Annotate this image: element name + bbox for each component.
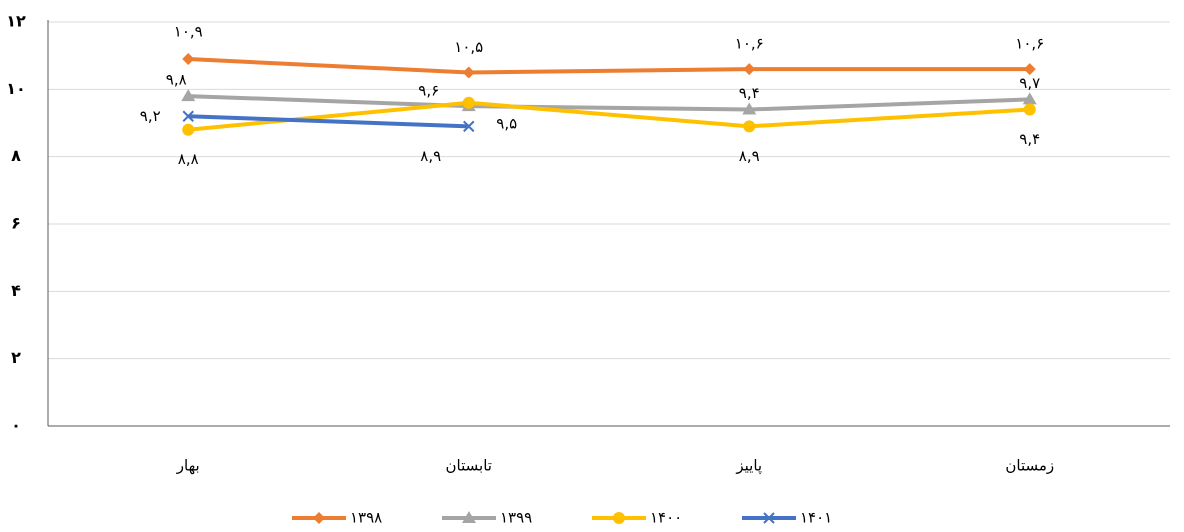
data-label: ۹,۷ (1019, 74, 1040, 92)
legend-label: ۱۴۰۱ (800, 509, 832, 527)
legend-label: ۱۳۹۸ (350, 509, 382, 527)
marker (613, 512, 625, 524)
data-label: ۹,۴ (1019, 130, 1040, 148)
legend: ۱۳۹۸ ۱۳۹۹ ۱۴۰۰ ۱۴۰۱ (292, 509, 832, 527)
data-label: ۹,۴ (739, 84, 760, 102)
marker (742, 102, 757, 115)
marker (743, 120, 756, 133)
marker (462, 511, 476, 523)
y-tick-label: ۱۲ (6, 12, 26, 31)
marker (182, 110, 194, 122)
data-label: ۹,۶ (418, 81, 439, 99)
y-tick-label: ۱۰ (6, 79, 26, 98)
x-tick-label: بهار (176, 457, 200, 475)
x-tick-label: تابستان (446, 457, 492, 475)
marker (1023, 103, 1036, 116)
data-label: ۱۰,۶ (1015, 35, 1044, 53)
y-tick-label: ۲ (11, 348, 21, 367)
x-tick-label: زمستان (1005, 457, 1054, 475)
marker (462, 96, 475, 109)
series-line (188, 94, 1030, 112)
marker (182, 53, 195, 66)
marker (1023, 63, 1036, 76)
data-label: ۸,۹ (420, 147, 441, 165)
series-line (188, 114, 469, 129)
data-label: ۱۰,۹ (174, 23, 203, 41)
y-tick-label: ۴ (11, 281, 21, 300)
marker (182, 123, 195, 136)
x-tick-label: پاییز (735, 457, 762, 476)
y-tick-label: ۶ (11, 214, 21, 233)
marker (463, 120, 475, 133)
series-line (188, 100, 1030, 132)
series-line (188, 57, 1030, 75)
marker (743, 63, 756, 76)
data-label: ۸,۸ (178, 150, 199, 168)
marker (462, 66, 475, 79)
marker (313, 512, 325, 524)
legend-label: ۱۴۰۰ (650, 509, 682, 527)
y-tick-label: ۸ (11, 146, 21, 165)
data-label: ۹,۸ (166, 71, 187, 89)
marker (181, 89, 196, 102)
data-label: ۸,۹ (739, 147, 760, 165)
legend-label: ۱۳۹۹ (500, 509, 532, 527)
marker (1022, 92, 1037, 105)
marker (763, 512, 775, 524)
data-label: ۱۰,۶ (735, 35, 764, 53)
data-label: ۱۰,۵ (454, 38, 483, 56)
data-label: ۹,۵ (496, 115, 517, 133)
y-tick-label: ۰ (11, 416, 21, 435)
data-label: ۹,۲ (140, 107, 161, 125)
